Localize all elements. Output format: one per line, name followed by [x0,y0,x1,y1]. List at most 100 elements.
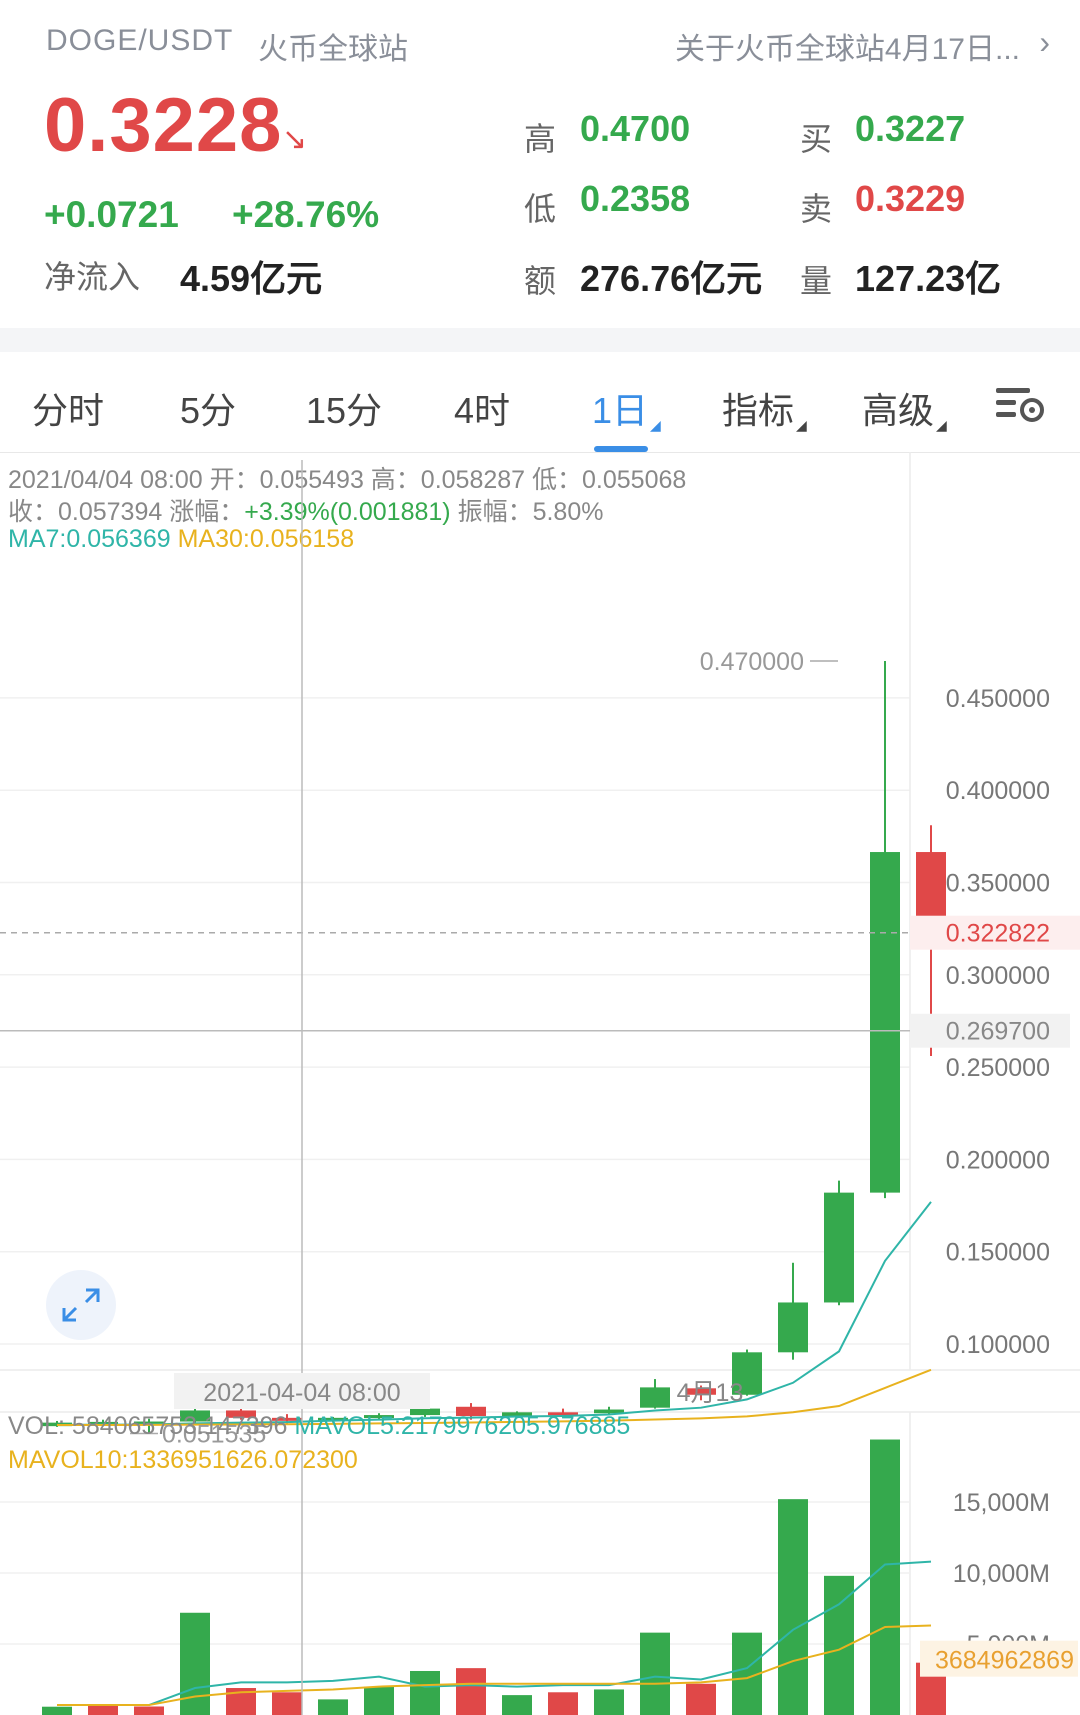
active-tab-indicator [594,446,648,452]
amount-value: 276.76亿元 [580,258,763,299]
tab-advanced-label: 高级 [862,390,935,431]
ma30-line [57,1368,932,1427]
volume-bar-down [548,1692,578,1715]
min-price-label: 0.051535 [162,1421,266,1449]
high-value: 0.4700 [580,108,691,149]
x-axis-date-label: 4月13 [677,1379,744,1407]
candle-down [272,1417,302,1421]
ma30-value: MA30:0.056158 [177,525,355,553]
tab-timeshare[interactable]: 分时 [32,390,105,431]
volume-bar-up [318,1699,348,1715]
vol-info-line1: VOL: 584065753.147396 MAVOL5:2179976205.… [8,1412,630,1441]
settings-sliders-icon[interactable] [994,382,1046,437]
volume-value: 127.23亿 [855,258,1002,299]
price-axis-tick-label: 0.400000 [946,777,1050,805]
notice-link[interactable]: 关于火币全球站4月17日... [674,33,1020,66]
volume-bar-down [134,1706,164,1715]
volume-bar-up [410,1670,440,1715]
ma-info: MA7:0.056369 MA30:0.056158 [8,525,354,554]
volume-bar-up [180,1612,210,1715]
candle-up [410,1408,440,1416]
volume-axis-tick-label: 10,000M [953,1560,1050,1588]
candle-down [226,1410,256,1418]
mavol5-line [57,1560,932,1707]
sell-value: 0.3229 [855,178,966,219]
kline-chart[interactable]: 0.450000 0.400000 0.350000 0.300000 0.250000… [0,452,1080,1715]
price-axis-tick-label: 0.200000 [946,1146,1050,1174]
max-price-label: 0.470000 [700,648,804,676]
volume-bar-up [640,1632,670,1715]
mavol5-value: MAVOL5:2179976205.976885 [294,1412,631,1440]
candle-up [594,1409,624,1414]
candle-up [502,1412,532,1416]
interval-tabs: 分时 5分 15分 4时 1日 ◢ 指标 ◢ 高级 ◢ [0,360,1080,452]
volume-bar-up [870,1439,900,1715]
candle-up [318,1417,348,1421]
current-price-label: 0.322822 [946,920,1050,948]
price-change-percent: +28.76% [232,194,380,235]
high-label: 高 [524,121,557,157]
candle-up [88,1421,118,1425]
section-gap [0,328,1080,352]
pair-title[interactable]: DOGE/USDT [46,24,234,57]
change-value: +3.39%(0.001881) [244,498,451,526]
candle-up [732,1352,762,1395]
candle-up [640,1387,670,1408]
expand-fullscreen-button[interactable] [46,1270,116,1340]
expand-icon [62,1288,100,1322]
dropdown-triangle-icon: ◢ [650,417,661,433]
price-axis-tick-label: 0.250000 [946,1054,1050,1082]
volume-bar-up [502,1695,532,1715]
buy-value: 0.3227 [855,108,966,149]
candle-up [364,1415,394,1419]
tab-4hour[interactable]: 4时 [454,390,511,431]
net-inflow-value: 4.59亿元 [180,258,323,299]
low-label: 低 [524,191,557,227]
trend-down-arrow-icon: ↘ [282,123,308,156]
price-change: +0.0721 [44,194,179,235]
net-inflow-label: 净流入 [44,259,141,295]
dropdown-triangle-icon: ◢ [796,417,807,433]
vol-info-line2: MAVOL10:1336951626.072300 [8,1446,358,1475]
volume-bar-up [778,1499,808,1715]
candle-up [870,852,900,1193]
price-axis-tick-label: 0.450000 [946,685,1050,713]
crosshair-date-tag [174,1373,430,1409]
tabs-divider [0,452,1080,453]
candle-up [180,1410,210,1422]
crosshair-price-tag [910,1013,1070,1048]
candle-up [824,1192,854,1303]
current-volume-tag [920,1640,1078,1677]
tab-advanced[interactable]: 高级 ◢ [862,382,947,434]
price-axis-tick-label: 0.100000 [946,1331,1050,1359]
candle-down [686,1388,716,1395]
tab-1day[interactable]: 1日 ◢ [592,382,661,434]
tab-indicators[interactable]: 指标 ◢ [722,382,807,434]
exchange-name: 火币全球站 [258,33,408,66]
mavol10-line [57,1624,932,1707]
tab-15min[interactable]: 15分 [306,390,383,431]
price-axis-tick-label: 0.350000 [946,870,1050,898]
candle-info-line1: 2021/04/04 08:00 开：0.055493 高：0.058287 低… [8,466,687,494]
amount-label: 额 [524,263,557,299]
volume-bar-down [456,1668,486,1715]
chevron-right-icon[interactable]: › [1039,24,1050,60]
candle-up [134,1421,164,1425]
dropdown-triangle-icon: ◢ [936,417,947,433]
tab-5min[interactable]: 5分 [180,390,237,431]
amplitude-label: 振幅：5.80% [450,498,604,526]
tab-indicators-label: 指标 [722,390,795,431]
volume-axis-tick-label: 15,000M [953,1489,1050,1517]
candle-down [548,1412,578,1416]
current-price-tag [910,915,1080,950]
price-axis-tick-label: 0.150000 [946,1239,1050,1267]
vol-value: VOL: 584065753.147396 [8,1412,288,1440]
mavol10-value: MAVOL10:1336951626.072300 [8,1446,358,1474]
crosshair-price-label: 0.269700 [946,1018,1050,1046]
x-axis-date-label: 2021-04-04 08:00 [203,1379,400,1407]
sell-label: 卖 [800,191,833,227]
candle-down [456,1406,486,1416]
last-price: 0.3228 [44,83,283,168]
ma7-line [56,1201,932,1426]
price-axis-tick-label: 0.300000 [946,962,1050,990]
